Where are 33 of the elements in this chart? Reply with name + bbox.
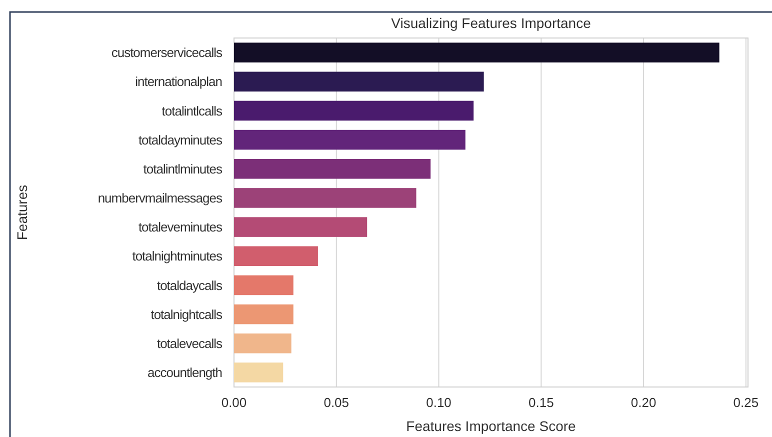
y-tick-label: totalevecalls bbox=[156, 336, 223, 351]
bar bbox=[234, 333, 292, 354]
x-tick-label: 0.00 bbox=[221, 395, 247, 410]
chart-title: Visualizing Features Importance bbox=[391, 15, 592, 31]
bar bbox=[234, 72, 484, 92]
bar bbox=[234, 304, 294, 324]
x-tick-label: 0.25 bbox=[733, 395, 759, 410]
x-tick-label: 0.20 bbox=[630, 395, 656, 410]
y-tick-label: totaldaycalls bbox=[156, 278, 223, 293]
y-tick-label: totalnightminutes bbox=[132, 248, 223, 264]
y-tick-label: accountlength bbox=[148, 365, 222, 380]
y-tick-label: customerservicecalls bbox=[111, 45, 223, 60]
y-tick-label: totaldayminutes bbox=[138, 132, 223, 148]
y-axis-title: Features bbox=[14, 184, 30, 240]
y-tick-label: numbervmailmessages bbox=[98, 190, 223, 206]
y-tick-label: totalintlcalls bbox=[162, 103, 223, 118]
bar bbox=[234, 246, 318, 266]
y-tick-label: totalnightcalls bbox=[150, 306, 223, 322]
x-tick-label: 0.15 bbox=[528, 395, 554, 410]
bar bbox=[234, 188, 416, 208]
bar bbox=[234, 100, 474, 121]
bar bbox=[234, 42, 720, 62]
y-tick-label: internationalplan bbox=[135, 74, 222, 90]
bar bbox=[234, 362, 284, 382]
x-tick-label: 0.10 bbox=[426, 395, 452, 410]
y-tick-label: totaleveminutes bbox=[138, 220, 223, 235]
x-axis-title: Features Importance Score bbox=[406, 418, 576, 434]
y-tick-label: totalintlminutes bbox=[143, 161, 223, 176]
bar bbox=[234, 275, 294, 296]
bar bbox=[234, 130, 466, 150]
x-tick-label: 0.05 bbox=[324, 395, 350, 410]
bar bbox=[234, 217, 368, 237]
bar bbox=[234, 158, 431, 179]
